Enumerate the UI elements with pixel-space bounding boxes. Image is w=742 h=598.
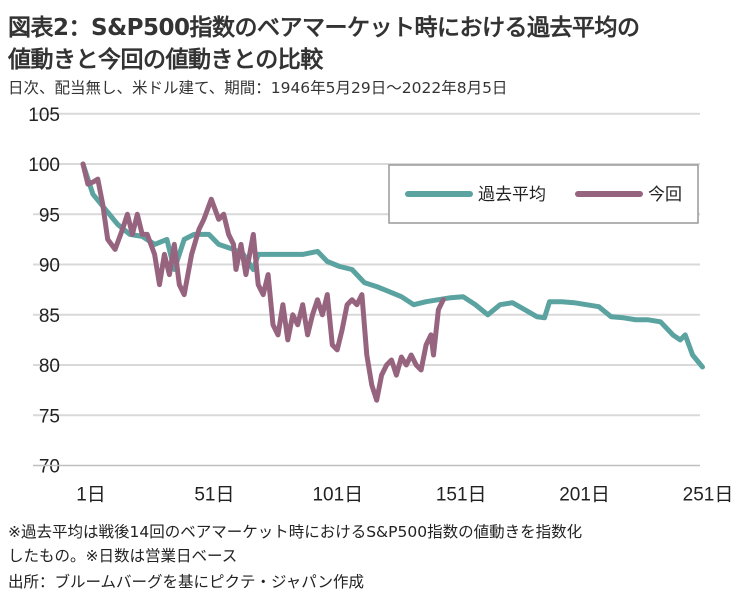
chart-title-line1: 図表2：S&P500指数のベアマーケット時における過去平均の — [8, 15, 640, 41]
y-tick-label: 95 — [39, 205, 60, 226]
y-tick-label: 80 — [39, 356, 60, 377]
footnote-1: ※過去平均は戦後14回のベアマーケット時におけるS&P500指数の値動きを指数化 — [8, 523, 583, 541]
x-tick-label: 51日 — [194, 485, 234, 506]
x-tick-label: 101日 — [312, 485, 363, 506]
series-line-current — [80, 161, 446, 403]
legend-label: 過去平均 — [478, 185, 546, 205]
x-tick-label: 251日 — [683, 485, 734, 506]
x-tick-label: 1日 — [76, 485, 106, 506]
y-tick-label: 90 — [39, 256, 60, 277]
source-note: 出所：ブルームバーグを基にピクテ・ジャパン作成 — [8, 573, 365, 591]
y-tick-label: 75 — [39, 406, 60, 427]
legend-label: 今回 — [648, 185, 682, 205]
footnote-2: したもの。※日数は営業日ベース — [8, 547, 238, 565]
y-tick-label: 105 — [28, 105, 60, 126]
chart-title-line2: 値動きと今回の値動きとの比較 — [8, 47, 323, 73]
series-line-past-average — [80, 161, 705, 370]
chart-subtitle: 日次、配当無し、米ドル建て、期間：1946年5月29日～2022年8月5日 — [8, 79, 508, 97]
y-tick-label: 100 — [28, 155, 60, 176]
x-tick-label: 151日 — [436, 485, 487, 506]
x-tick-label: 201日 — [559, 485, 610, 506]
y-tick-label: 70 — [39, 457, 60, 478]
y-tick-label: 85 — [39, 306, 60, 327]
